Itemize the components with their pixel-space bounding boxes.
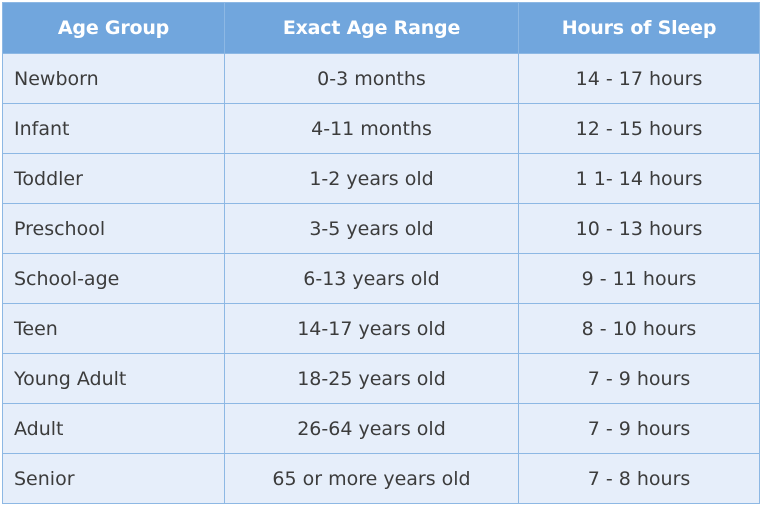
cell-age-group: Young Adult [2,353,225,404]
cell-age-group: School-age [2,253,225,304]
cell-sleep-hours: 14 - 17 hours [518,53,760,104]
header-hours-of-sleep: Hours of Sleep [518,2,760,54]
cell-sleep-hours: 1 1- 14 hours [518,153,760,204]
table-row: Young Adult 18-25 years old 7 - 9 hours [2,353,760,404]
cell-sleep-hours: 9 - 11 hours [518,253,760,304]
table-row: Newborn 0-3 months 14 - 17 hours [2,53,760,104]
table-row: Toddler 1-2 years old 1 1- 14 hours [2,153,760,204]
table-row: School-age 6-13 years old 9 - 11 hours [2,253,760,304]
cell-age-group: Infant [2,103,225,154]
cell-age-range: 4-11 months [224,103,519,154]
table-row: Adult 26-64 years old 7 - 9 hours [2,403,760,454]
cell-age-range: 3-5 years old [224,203,519,254]
cell-age-range: 65 or more years old [224,453,519,504]
cell-sleep-hours: 8 - 10 hours [518,303,760,354]
cell-age-range: 26-64 years old [224,403,519,454]
cell-age-group: Adult [2,403,225,454]
cell-sleep-hours: 10 - 13 hours [518,203,760,254]
cell-age-group: Senior [2,453,225,504]
cell-age-group: Preschool [2,203,225,254]
cell-age-range: 14-17 years old [224,303,519,354]
table-row: Teen 14-17 years old 8 - 10 hours [2,303,760,354]
cell-age-group: Newborn [2,53,225,104]
cell-age-group: Teen [2,303,225,354]
table-body: Newborn 0-3 months 14 - 17 hours Infant … [2,53,760,504]
cell-sleep-hours: 7 - 8 hours [518,453,760,504]
header-age-group: Age Group [2,2,225,54]
cell-sleep-hours: 7 - 9 hours [518,403,760,454]
table-row: Senior 65 or more years old 7 - 8 hours [2,453,760,504]
header-row: Age Group Exact Age Range Hours of Sleep [2,2,760,54]
cell-age-group: Toddler [2,153,225,204]
table-header: Age Group Exact Age Range Hours of Sleep [2,2,760,54]
cell-age-range: 18-25 years old [224,353,519,404]
table-row: Preschool 3-5 years old 10 - 13 hours [2,203,760,254]
header-exact-age-range: Exact Age Range [224,2,519,54]
cell-sleep-hours: 7 - 9 hours [518,353,760,404]
cell-sleep-hours: 12 - 15 hours [518,103,760,154]
cell-age-range: 0-3 months [224,53,519,104]
table-row: Infant 4-11 months 12 - 15 hours [2,103,760,154]
cell-age-range: 1-2 years old [224,153,519,204]
cell-age-range: 6-13 years old [224,253,519,304]
